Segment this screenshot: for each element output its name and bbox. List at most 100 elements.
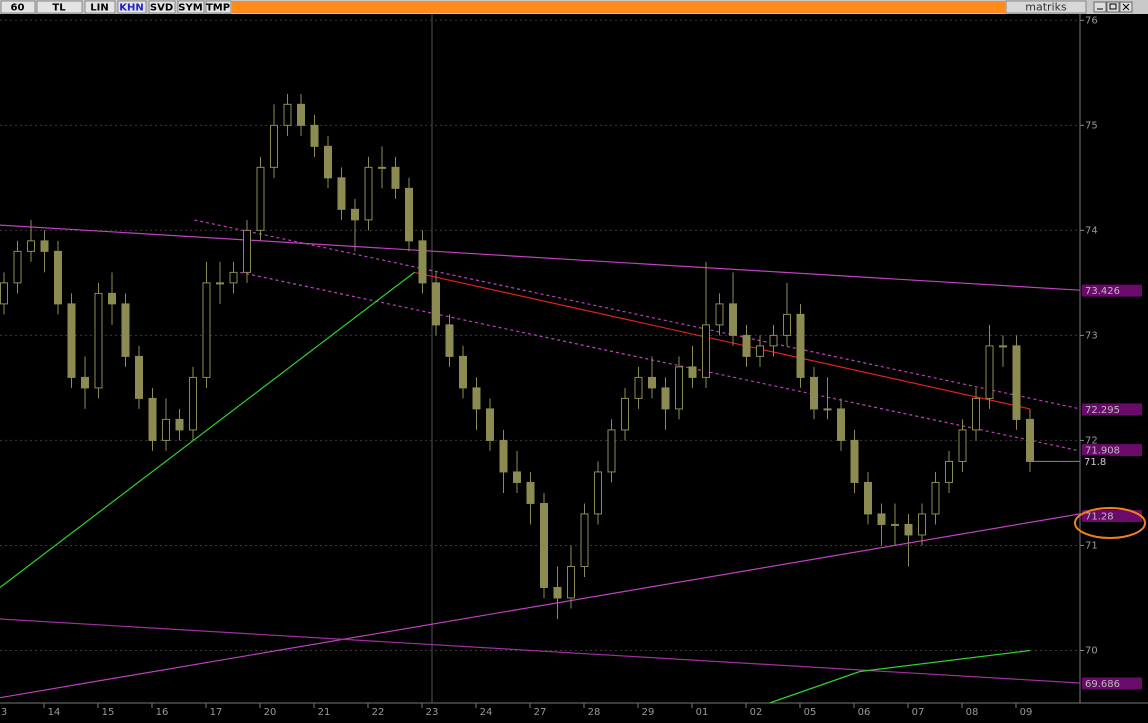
trend-line xyxy=(414,271,1031,410)
candle-body xyxy=(958,429,967,462)
x-tick-label: 16 xyxy=(156,707,169,718)
x-tick-label: 07 xyxy=(912,707,925,718)
candle-body xyxy=(81,376,89,389)
toolbar-button[interactable] xyxy=(177,0,205,14)
candle-body xyxy=(135,355,143,399)
candle-body xyxy=(148,397,157,441)
candle-body xyxy=(1012,345,1021,420)
y-tick-label: 72 xyxy=(1085,435,1098,446)
candle-body xyxy=(216,282,224,285)
x-tick-label: 08 xyxy=(966,707,979,718)
candle-body xyxy=(243,229,251,273)
candle-body xyxy=(162,418,170,441)
candle-body xyxy=(13,250,22,284)
candle-body xyxy=(337,177,346,210)
highlight-circle xyxy=(1074,507,1146,539)
candle-body xyxy=(675,366,683,410)
candle-body xyxy=(324,145,332,179)
trend-line xyxy=(0,618,1081,684)
candle-body xyxy=(877,513,886,525)
x-tick-label: 02 xyxy=(750,707,763,718)
toolbar-button-label[interactable]: TMP xyxy=(206,3,230,14)
candle-body xyxy=(607,429,616,473)
candle-body xyxy=(378,166,386,169)
y-tick-label: 76 xyxy=(1085,15,1098,26)
candle-body xyxy=(256,166,265,231)
x-tick-label: 21 xyxy=(318,707,331,718)
toolbar-button-label[interactable]: TL xyxy=(52,3,66,14)
price-tag-label: 71.28 xyxy=(1085,512,1114,523)
x-tick-label: 22 xyxy=(372,707,385,718)
x-tick-label: 01 xyxy=(696,707,709,718)
candle-body xyxy=(472,387,481,410)
price-tag-label: 69.686 xyxy=(1085,679,1120,690)
toolbar-button[interactable] xyxy=(36,0,83,14)
price-tag xyxy=(1082,677,1142,690)
price-tag xyxy=(1082,403,1142,416)
toolbar-strip xyxy=(232,1,1005,13)
candle-body xyxy=(567,565,575,599)
candle-body xyxy=(27,240,35,252)
candle-body xyxy=(202,282,211,378)
candle-body xyxy=(283,103,292,126)
candle-body xyxy=(175,418,184,431)
candle-body xyxy=(783,313,791,336)
toolbar-button[interactable] xyxy=(117,0,147,14)
candle-body xyxy=(499,439,508,473)
trend-line xyxy=(0,513,1081,699)
trend-line xyxy=(769,649,1031,704)
candle-body xyxy=(189,376,197,431)
candle-body xyxy=(270,124,278,168)
y-tick-label: 73 xyxy=(1085,330,1098,341)
candle-body xyxy=(432,282,440,326)
candle-body xyxy=(823,408,832,411)
x-tick-label: 06 xyxy=(858,707,871,718)
x-tick-label: 20 xyxy=(264,707,277,718)
toolbar-button[interactable] xyxy=(148,0,176,14)
x-tick-label: 23 xyxy=(426,707,439,718)
candle-body xyxy=(945,460,953,483)
price-tag-label: 72.295 xyxy=(1085,405,1120,416)
candle-body xyxy=(729,303,737,336)
candle-body xyxy=(810,376,818,410)
candle-body xyxy=(486,408,494,441)
candle-body xyxy=(621,397,629,431)
icon xyxy=(1109,3,1117,10)
candle-body xyxy=(796,313,805,378)
toolbar-button[interactable] xyxy=(0,0,36,14)
x-tick-label: 3 xyxy=(1,707,7,718)
candle-body xyxy=(121,303,130,357)
candle-body xyxy=(40,240,49,252)
minimize-button[interactable] xyxy=(1093,1,1107,13)
trend-line xyxy=(0,224,1081,291)
candle-body xyxy=(999,345,1007,348)
restore-button[interactable] xyxy=(1106,1,1120,13)
candle-body xyxy=(364,166,373,221)
toolbar-button-label[interactable]: KHN xyxy=(119,3,144,14)
candle-body xyxy=(756,345,764,357)
candle-body xyxy=(769,334,778,347)
candle-body xyxy=(918,513,926,536)
toolbar-button-label[interactable]: SVD xyxy=(150,3,173,14)
candle-body xyxy=(108,292,116,305)
toolbar-button[interactable] xyxy=(84,0,116,14)
toolbar-button-label[interactable]: LIN xyxy=(90,3,108,14)
candle-body xyxy=(688,366,697,378)
candle-body xyxy=(445,324,454,357)
candle-body xyxy=(351,208,359,221)
toolbar-button[interactable] xyxy=(205,0,232,14)
candle-body xyxy=(229,271,238,284)
candle-body xyxy=(972,397,980,431)
x-tick-label: 15 xyxy=(102,707,115,718)
x-tick-label: 09 xyxy=(1020,707,1033,718)
candle-body xyxy=(553,586,562,599)
candle-body xyxy=(985,345,994,399)
toolbar-button-label[interactable]: SYM xyxy=(178,3,202,14)
candle-body xyxy=(0,282,8,305)
toolbar-button-label[interactable]: 60 xyxy=(11,3,25,14)
y-tick-label: 75 xyxy=(1085,120,1098,131)
x-tick-label: 24 xyxy=(480,707,493,718)
candle-body xyxy=(837,408,845,441)
